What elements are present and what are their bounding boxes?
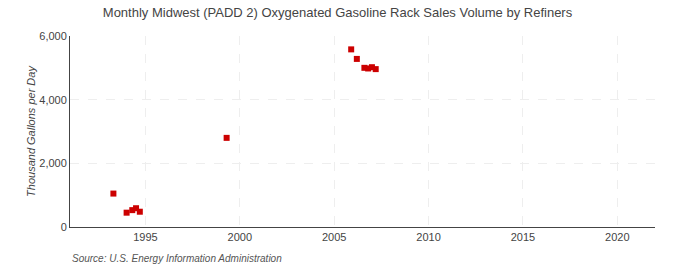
svg-text:2005: 2005 bbox=[322, 231, 346, 243]
svg-text:Thousand Gallons per Day: Thousand Gallons per Day bbox=[25, 65, 37, 197]
svg-text:2010: 2010 bbox=[416, 231, 440, 243]
svg-text:2000: 2000 bbox=[228, 231, 252, 243]
svg-text:4,000: 4,000 bbox=[39, 94, 67, 106]
svg-text:1995: 1995 bbox=[133, 231, 157, 243]
svg-text:Monthly Midwest (PADD 2) Oxyge: Monthly Midwest (PADD 2) Oxygenated Gaso… bbox=[103, 5, 573, 20]
svg-text:0: 0 bbox=[61, 221, 67, 233]
svg-text:Source: U.S. Energy Informatio: Source: U.S. Energy Information Administ… bbox=[72, 253, 282, 264]
svg-text:6,000: 6,000 bbox=[39, 30, 67, 42]
svg-text:2015: 2015 bbox=[511, 231, 535, 243]
svg-text:2020: 2020 bbox=[605, 231, 629, 243]
svg-text:2,000: 2,000 bbox=[39, 157, 67, 169]
